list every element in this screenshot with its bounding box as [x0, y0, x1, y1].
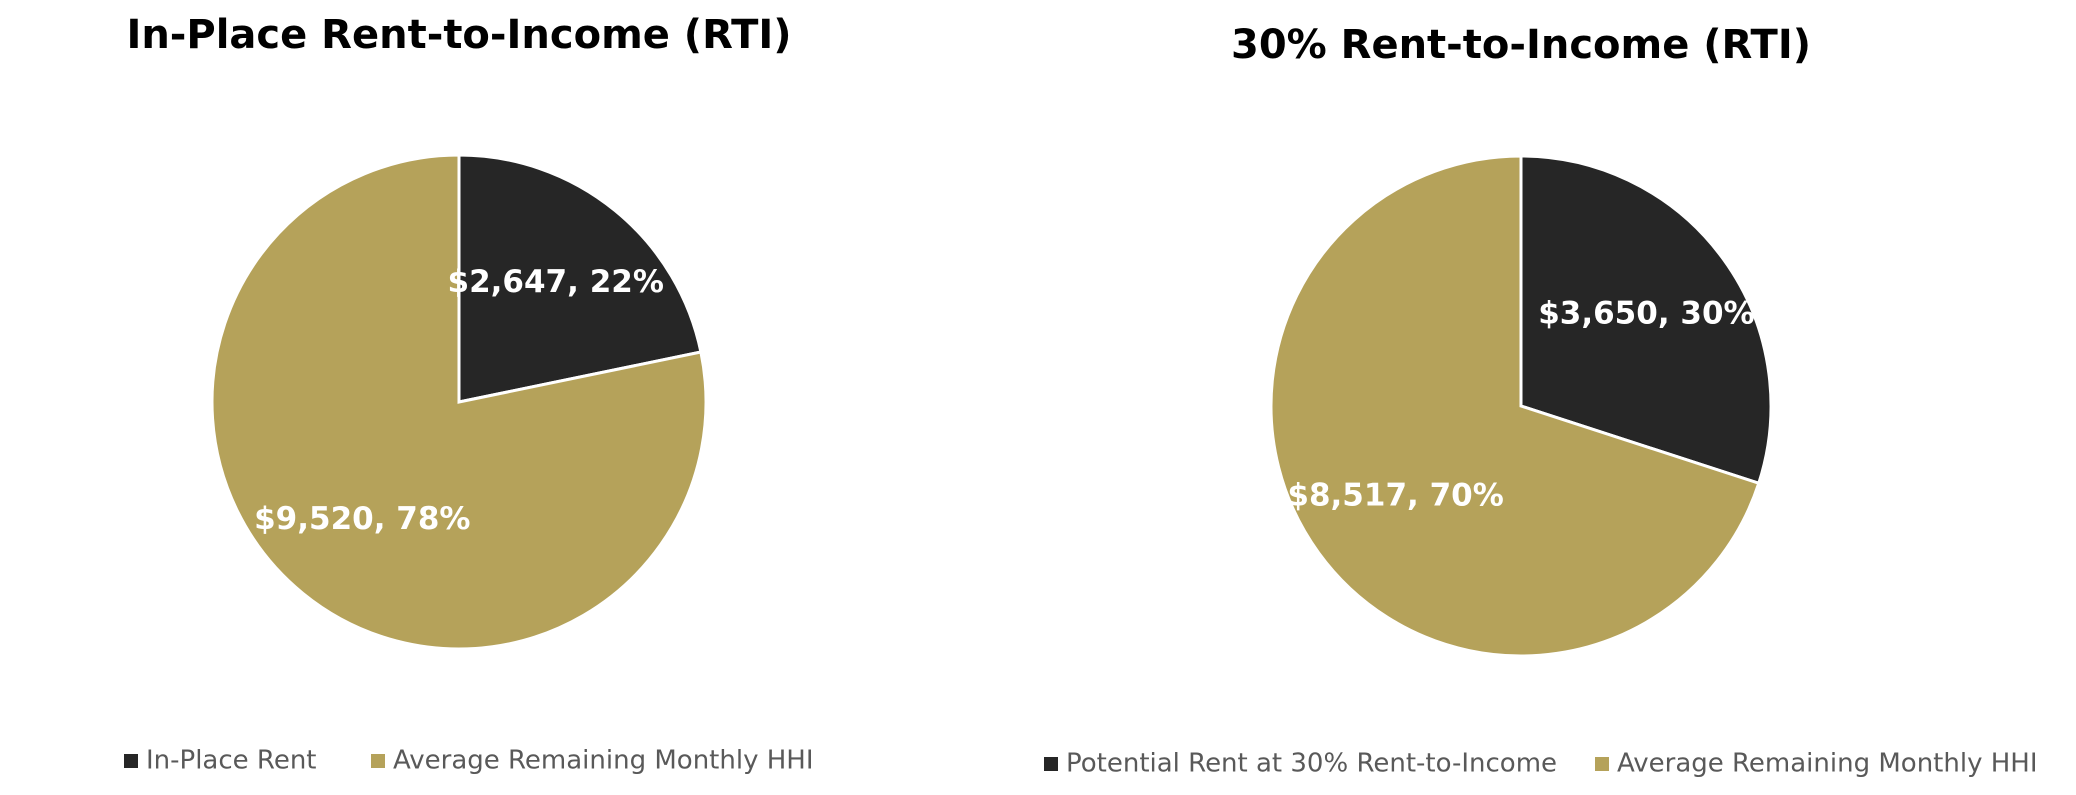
data-label: $3,650, 30%	[1538, 295, 1754, 331]
legend-label: Average Remaining Monthly HHI	[1617, 749, 2038, 779]
data-label: $9,520, 78%	[254, 501, 470, 537]
legend-label: In-Place Rent	[146, 746, 317, 776]
chart-title: In-Place Rent-to-Income (RTI)	[126, 12, 791, 58]
pie-slice	[457, 153, 703, 404]
data-label: $8,517, 70%	[1287, 478, 1503, 514]
legend-label: Average Remaining Monthly HHI	[393, 746, 814, 776]
chart-title: 30% Rent-to-Income (RTI)	[1231, 22, 1811, 68]
legend-swatch	[1044, 757, 1058, 771]
legend-label: Potential Rent at 30% Rent-to-Income	[1066, 749, 1557, 779]
legend-swatch	[124, 754, 138, 768]
pie-slice	[1269, 154, 1761, 658]
legend-swatch	[1595, 757, 1609, 771]
data-label: $2,647, 22%	[448, 264, 664, 300]
pie-slice	[210, 153, 708, 651]
legend-swatch	[371, 754, 385, 768]
pie-slice	[1519, 154, 1773, 486]
